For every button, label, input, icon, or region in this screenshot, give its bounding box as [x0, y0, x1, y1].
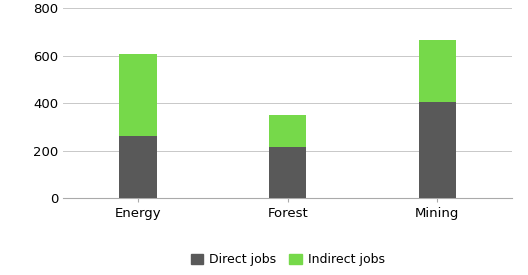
Bar: [269, 115, 306, 147]
Bar: [119, 54, 157, 136]
Legend: Direct jobs, Indirect jobs: Direct jobs, Indirect jobs: [186, 248, 390, 271]
Bar: [269, 147, 306, 198]
Bar: [119, 136, 157, 198]
Bar: [419, 102, 456, 198]
Bar: [419, 40, 456, 102]
